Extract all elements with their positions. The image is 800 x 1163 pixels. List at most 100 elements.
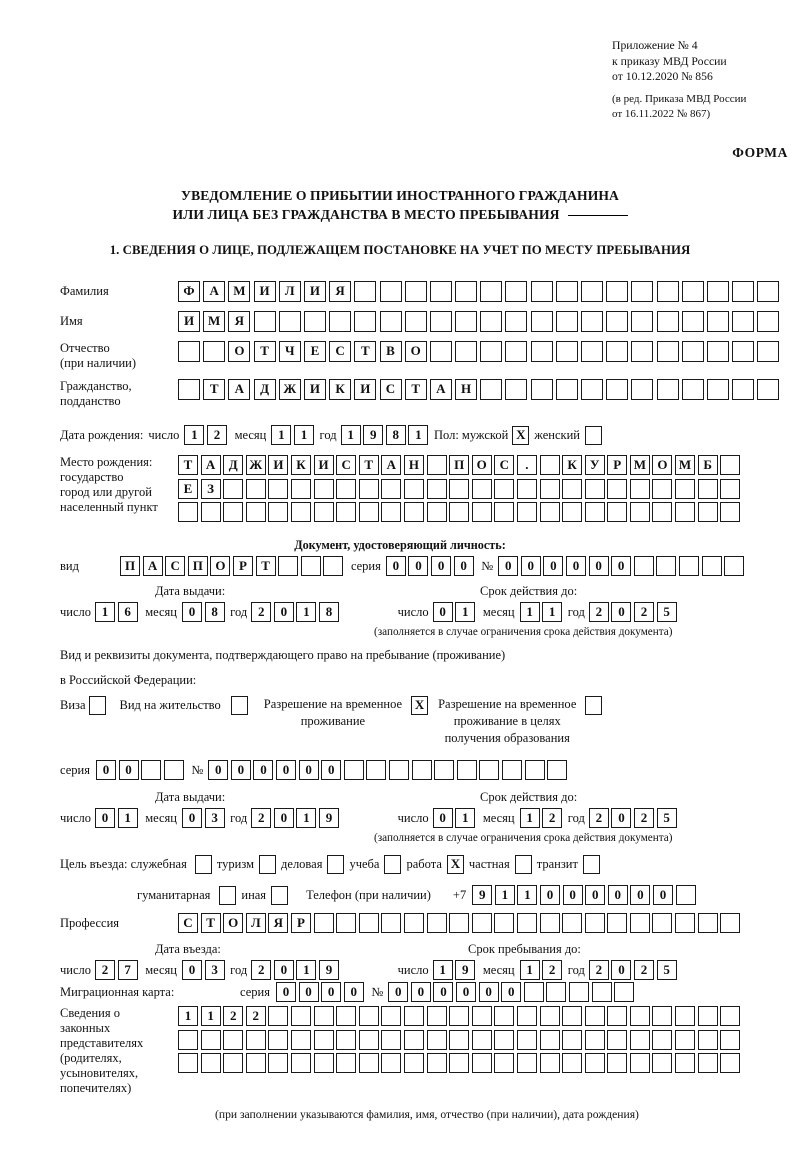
char-box[interactable] <box>456 760 477 780</box>
char-box[interactable]: 1 <box>517 885 538 905</box>
char-box[interactable] <box>426 455 447 475</box>
char-box[interactable] <box>381 1053 402 1073</box>
char-box[interactable] <box>675 1053 696 1073</box>
char-box[interactable] <box>223 502 244 522</box>
char-box[interactable] <box>200 502 221 522</box>
char-box[interactable]: Т <box>255 556 276 576</box>
char-box[interactable] <box>336 913 357 933</box>
residence-permit-checkbox[interactable] <box>230 696 248 715</box>
char-box[interactable]: 1 <box>178 1006 198 1026</box>
char-box[interactable]: Т <box>178 455 198 475</box>
char-box[interactable]: С <box>379 379 402 400</box>
char-box[interactable] <box>329 311 352 332</box>
char-box[interactable] <box>426 502 447 522</box>
char-box[interactable] <box>411 760 432 780</box>
char-box[interactable]: 0 <box>543 556 564 576</box>
char-box[interactable]: 0 <box>273 960 294 980</box>
char-box[interactable]: К <box>329 379 352 400</box>
char-box[interactable]: 2 <box>542 960 563 980</box>
char-box[interactable] <box>480 281 503 302</box>
char-box[interactable] <box>757 311 780 332</box>
purpose-tourism-checkbox[interactable] <box>259 855 277 874</box>
char-box[interactable]: О <box>652 455 673 475</box>
char-box[interactable] <box>313 913 334 933</box>
char-box[interactable] <box>336 1053 357 1073</box>
char-box[interactable] <box>607 502 628 522</box>
char-box[interactable] <box>584 502 605 522</box>
char-box[interactable] <box>471 1029 492 1050</box>
char-box[interactable] <box>656 556 677 576</box>
char-box[interactable]: 1 <box>293 425 314 445</box>
char-box[interactable] <box>720 1053 741 1073</box>
char-box[interactable]: 0 <box>181 602 202 622</box>
char-box[interactable] <box>607 913 628 933</box>
char-box[interactable]: 0 <box>498 556 519 576</box>
char-box[interactable] <box>720 455 741 475</box>
char-box[interactable] <box>757 341 780 362</box>
char-box[interactable]: 0 <box>273 808 294 828</box>
char-box[interactable] <box>505 281 528 302</box>
char-box[interactable] <box>379 281 402 302</box>
char-box[interactable]: 5 <box>656 808 677 828</box>
char-box[interactable] <box>480 379 503 400</box>
char-box[interactable] <box>539 478 560 499</box>
char-box[interactable]: 0 <box>562 885 583 905</box>
char-box[interactable]: 0 <box>652 885 673 905</box>
char-box[interactable] <box>584 1006 605 1026</box>
char-box[interactable] <box>629 1053 650 1073</box>
char-box[interactable] <box>381 913 402 933</box>
char-box[interactable] <box>706 341 729 362</box>
purpose-study-checkbox[interactable] <box>384 855 402 874</box>
char-box[interactable]: 9 <box>319 960 340 980</box>
char-box[interactable] <box>652 502 673 522</box>
char-box[interactable] <box>323 556 344 576</box>
char-box[interactable]: С <box>165 556 186 576</box>
char-box[interactable] <box>720 502 741 522</box>
char-box[interactable]: 2 <box>634 602 655 622</box>
char-box[interactable] <box>706 379 729 400</box>
char-box[interactable] <box>494 1029 515 1050</box>
purpose-humanitarian-checkbox[interactable] <box>219 885 237 905</box>
char-box[interactable] <box>562 1029 583 1050</box>
char-box[interactable] <box>501 760 522 780</box>
char-box[interactable]: О <box>404 341 427 362</box>
char-box[interactable] <box>562 502 583 522</box>
char-box[interactable]: О <box>210 556 231 576</box>
char-box[interactable]: Л <box>278 281 301 302</box>
char-box[interactable] <box>706 311 729 332</box>
char-box[interactable] <box>581 281 603 302</box>
char-box[interactable] <box>505 379 528 400</box>
char-box[interactable] <box>245 478 266 499</box>
char-box[interactable]: К <box>290 455 311 475</box>
char-box[interactable] <box>449 1053 470 1073</box>
char-box[interactable] <box>516 478 537 499</box>
char-box[interactable] <box>403 478 424 499</box>
char-box[interactable]: Б <box>697 455 718 475</box>
char-box[interactable] <box>471 478 492 499</box>
char-box[interactable]: 0 <box>298 982 319 1002</box>
char-box[interactable] <box>403 913 424 933</box>
char-box[interactable]: 0 <box>95 760 116 780</box>
char-box[interactable] <box>358 478 379 499</box>
char-box[interactable] <box>268 1006 289 1026</box>
temp-residence-checkbox[interactable]: X <box>411 696 429 715</box>
char-box[interactable] <box>757 379 780 400</box>
char-box[interactable]: Я <box>228 311 251 332</box>
sex-male-checkbox[interactable]: X <box>512 425 530 445</box>
char-box[interactable]: 0 <box>611 556 632 576</box>
char-box[interactable] <box>631 341 654 362</box>
char-box[interactable] <box>245 1029 266 1050</box>
char-box[interactable] <box>607 1029 628 1050</box>
char-box[interactable]: 0 <box>585 885 606 905</box>
char-box[interactable] <box>141 760 162 780</box>
char-box[interactable] <box>681 281 704 302</box>
char-box[interactable] <box>656 379 679 400</box>
char-box[interactable] <box>516 1006 537 1026</box>
char-box[interactable]: 1 <box>184 425 205 445</box>
